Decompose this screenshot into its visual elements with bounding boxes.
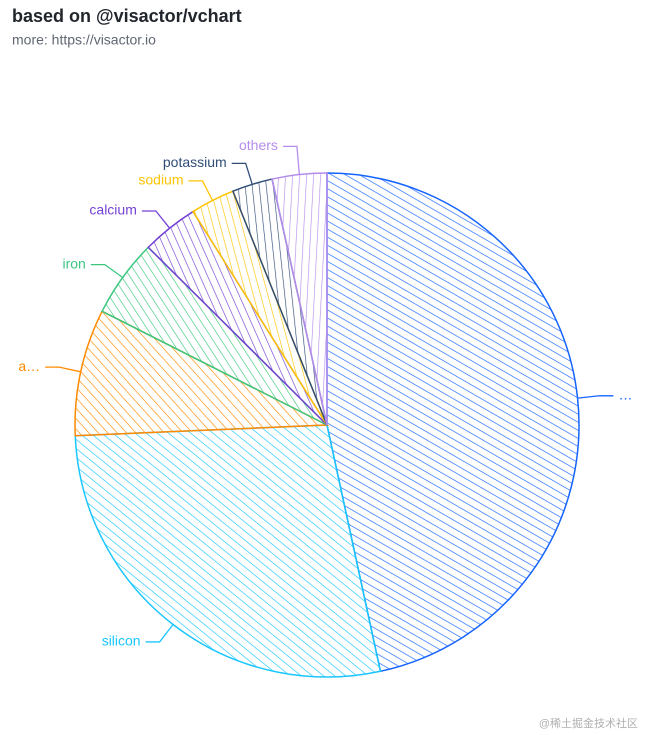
label-line xyxy=(141,210,171,229)
chart-title: based on @visactor/vchart xyxy=(12,6,242,26)
label-line xyxy=(577,395,614,399)
label-line xyxy=(188,180,214,201)
slice-label: sodium xyxy=(138,172,183,188)
label-line xyxy=(145,624,174,643)
slice-label: others xyxy=(239,137,278,153)
label-line xyxy=(282,145,300,175)
slice-label: potassium xyxy=(163,154,227,170)
label-line xyxy=(45,366,81,373)
slice-label: a… xyxy=(18,358,40,374)
label-line xyxy=(90,263,124,279)
label-line xyxy=(231,162,253,185)
slice-label: calcium xyxy=(89,202,136,218)
pie-slice xyxy=(271,172,328,426)
watermark: @稀土掘金技术社区 xyxy=(539,716,638,730)
slice-label: iron xyxy=(62,255,85,271)
chart-subtitle: more: https://visactor.io xyxy=(12,32,156,48)
slice-label: silicon xyxy=(102,633,141,649)
slice-label: … xyxy=(618,386,632,402)
